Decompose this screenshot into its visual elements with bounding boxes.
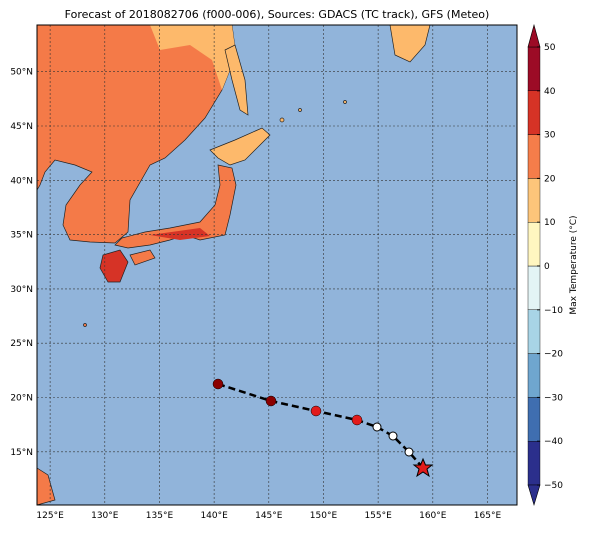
colorbar-tick-label: 30: [544, 131, 556, 141]
colorbar-band: [527, 397, 541, 442]
colorbar-extend-min: [527, 484, 541, 507]
sakhalin: [224, 44, 249, 116]
kyushu: [99, 249, 129, 283]
island: [343, 100, 347, 104]
lon-label: 135°E: [146, 511, 174, 521]
lat-label: 25°N: [10, 339, 33, 349]
title: Forecast of 2018082706 (f000-006), Sourc…: [65, 8, 490, 21]
current-position: [412, 457, 434, 478]
lon-label: 125°E: [36, 511, 64, 521]
hokkaido: [209, 127, 271, 166]
colorbar-tick-label: −40: [544, 437, 563, 447]
lon-label: 155°E: [364, 511, 392, 521]
colorbar-band: [527, 90, 541, 135]
hot-zone: [150, 228, 210, 240]
warm-zone: [150, 25, 236, 90]
lat-label: 40°N: [10, 176, 33, 186]
colorbar-tick-label: 50: [544, 43, 556, 53]
island: [279, 117, 285, 123]
colorbar-tick-label: 0: [544, 262, 550, 272]
land: [36, 24, 431, 506]
island: [83, 323, 87, 327]
colorbar-band: [527, 46, 541, 91]
storm-track: [212, 378, 434, 478]
lon-label: 140°E: [200, 511, 228, 521]
track-point: [404, 447, 414, 457]
track-point: [351, 414, 363, 426]
colorbar-tick-label: −10: [544, 306, 563, 316]
track-point: [388, 431, 398, 441]
track-point: [212, 378, 224, 390]
colorbar-label: Max Temperature (°C): [569, 215, 579, 314]
colorbar-band: [527, 353, 541, 398]
colorbar-tick-label: 10: [544, 218, 556, 228]
shikoku: [129, 249, 156, 266]
colorbar-tick-label: −50: [544, 481, 563, 491]
colorbar-tick-label: 20: [544, 174, 556, 184]
lon-label: 165°E: [474, 511, 502, 521]
lat-label: 20°N: [10, 393, 33, 403]
lat-label: 35°N: [10, 231, 33, 241]
lat-label: 15°N: [10, 448, 33, 458]
colorbar-band: [527, 265, 541, 310]
mainland: [36, 24, 237, 244]
colorbar-band: [527, 134, 541, 179]
colorbar-band: [527, 221, 541, 267]
colorbar-band: [527, 309, 541, 354]
island: [298, 108, 302, 112]
lat-label: 30°N: [10, 285, 33, 295]
colorbar-band: [527, 441, 541, 486]
lon-label: 150°E: [310, 511, 338, 521]
colorbar-tick-label: 40: [544, 87, 556, 97]
lon-label: 130°E: [91, 511, 119, 521]
honshu: [114, 164, 237, 249]
track-point: [310, 405, 322, 417]
colorbar-tick-label: −20: [544, 350, 563, 360]
colorbar-extend-max: [527, 23, 541, 48]
colorbar-tick-label: −30: [544, 393, 563, 403]
lon-label: 145°E: [255, 511, 283, 521]
map-frame: [36, 24, 518, 506]
lat-label: 50°N: [10, 68, 33, 78]
colorbar-band: [527, 178, 541, 223]
lat-label: 45°N: [10, 122, 33, 132]
track-point: [265, 395, 277, 407]
track-point: [372, 422, 382, 432]
lon-label: 160°E: [419, 511, 447, 521]
colorbar: [527, 23, 541, 507]
